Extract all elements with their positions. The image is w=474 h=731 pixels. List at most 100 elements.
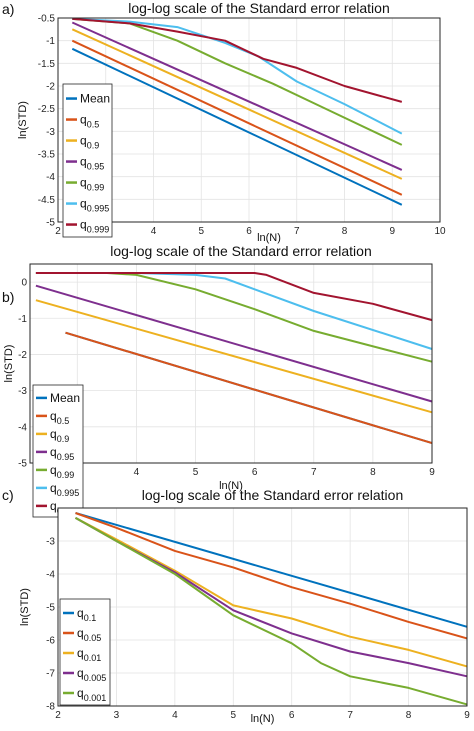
y-tick-label: -2: [46, 82, 55, 93]
y-tick-label: -3.5: [38, 150, 56, 161]
y-tick-label: 0: [21, 278, 27, 289]
y-tick-label: -0.5: [38, 14, 56, 25]
y-tick-label: -5: [46, 218, 55, 229]
x-axis-label: ln(N): [257, 232, 281, 244]
panel-letter: b): [2, 289, 14, 305]
x-tick-label: 4: [134, 467, 140, 478]
legend-entry-subscript: 0.005: [84, 673, 107, 683]
x-tick-label: 10: [434, 226, 446, 237]
series-line-2: [65, 331, 433, 445]
y-axis-label: ln(STD): [3, 345, 15, 383]
series-line-7: [35, 272, 433, 322]
legend-entry-subscript: 0.5: [87, 120, 100, 130]
legend-entry-subscript: 0.1: [84, 613, 97, 623]
legend-entry-subscript: 0.95: [57, 452, 75, 462]
legend-entry-subscript: 0.5: [57, 416, 70, 426]
plot-area: [29, 263, 433, 464]
x-tick-label: 8: [342, 226, 348, 237]
plot-frame: [29, 263, 433, 464]
y-tick-label: -1.5: [38, 59, 56, 70]
x-axis-label: ln(N): [251, 713, 275, 725]
y-tick-label: -1: [46, 36, 55, 47]
series-line-4: [71, 21, 403, 171]
x-tick-label: 9: [429, 467, 435, 478]
legend-entry-subscript: 0.01: [84, 653, 102, 663]
y-tick-label: -6: [46, 636, 55, 647]
y-tick-label: -3: [18, 386, 27, 397]
series-line-3: [75, 517, 468, 668]
x-axis-label: ln(N): [219, 480, 243, 492]
x-tick-label: 9: [464, 710, 470, 721]
chart-panel-3: 2 3 4 5 6 7 8 9 -8 -7 -6 -5 -4 -3 log-log scale of the…: [2, 487, 470, 725]
legend-entry-subscript: 0.9: [87, 141, 100, 151]
y-axis-label: ln(STD): [19, 588, 31, 626]
y-tick-label: -4: [46, 570, 55, 581]
legend-box: [59, 598, 111, 706]
legend-entry: Mean: [50, 391, 80, 405]
legend-entry-subscript: 0.001: [84, 693, 107, 703]
series-line-3: [71, 28, 403, 180]
series-line-4: [35, 284, 433, 403]
chart-title: log-log scale of the Standard error rela…: [142, 487, 403, 503]
x-tick-label: 7: [347, 710, 353, 721]
legend-box: [62, 83, 113, 238]
x-tick-label: 4: [172, 710, 178, 721]
y-tick-label: -4: [46, 172, 55, 183]
series-line-7: [72, 17, 403, 103]
x-tick-label: 7: [294, 226, 300, 237]
legend-entry-subscript: 0.9: [57, 434, 70, 444]
legend-entry: Mean: [80, 92, 110, 106]
y-tick-label: -2: [18, 350, 27, 361]
y-tick-label: -4: [18, 422, 27, 433]
x-tick-label: 8: [370, 467, 376, 478]
series-line-2: [71, 39, 403, 196]
y-tick-label: -8: [46, 702, 55, 713]
x-tick-label: 6: [289, 710, 295, 721]
y-tick-label: -7: [46, 669, 55, 680]
legend-entry-subscript: 0.995: [57, 488, 80, 498]
x-tick-label: 2: [55, 710, 61, 721]
series-line-3: [35, 299, 433, 414]
legend-entry-subscript: 0.95: [87, 162, 105, 172]
legend-entry-subscript: 0.05: [84, 633, 102, 643]
series-line-2: [75, 512, 468, 640]
x-tick-label: 2: [55, 226, 61, 237]
y-tick-label: -1: [18, 314, 27, 325]
legend-entry-subscript: 0.99: [57, 470, 75, 480]
chart-panel-1: 2345678910-5-4.5-4-3.5-3-2.5-2-1.5-1-0.5…: [2, 0, 446, 244]
x-tick-label: 4: [151, 226, 157, 237]
legend-entry-subscript: 0.995: [87, 204, 110, 214]
series-line-5: [75, 517, 468, 706]
series-line-1: [75, 512, 468, 628]
y-tick-label: -3: [46, 127, 55, 138]
y-tick-label: -5: [46, 603, 55, 614]
y-axis-label: ln(STD): [17, 101, 29, 139]
panel-letter: c): [2, 487, 14, 503]
x-tick-label: 6: [252, 467, 258, 478]
chart-title: log-log scale of the Standard error rela…: [110, 243, 371, 259]
x-tick-label: 9: [389, 226, 395, 237]
legend-entry-subscript: 0.99: [87, 183, 105, 193]
x-tick-label: 8: [406, 710, 412, 721]
x-tick-label: 5: [193, 467, 199, 478]
panel-letter: a): [2, 1, 14, 17]
x-tick-label: 5: [231, 710, 237, 721]
x-tick-label: 6: [246, 226, 252, 237]
x-tick-label: 3: [114, 710, 120, 721]
y-tick-label: -2.5: [38, 104, 56, 115]
legend-entry-subscript: 0.999: [87, 225, 110, 235]
series-line-1: [71, 47, 403, 206]
y-tick-label: -3: [46, 537, 55, 548]
x-tick-label: 5: [198, 226, 204, 237]
y-tick-label: -4.5: [38, 195, 56, 206]
y-tick-label: -5: [18, 459, 27, 470]
chart-title: log-log scale of the Standard error rela…: [128, 0, 389, 16]
x-tick-label: 7: [311, 467, 317, 478]
plot-frame: [57, 507, 468, 707]
plot-frame: [57, 17, 441, 223]
